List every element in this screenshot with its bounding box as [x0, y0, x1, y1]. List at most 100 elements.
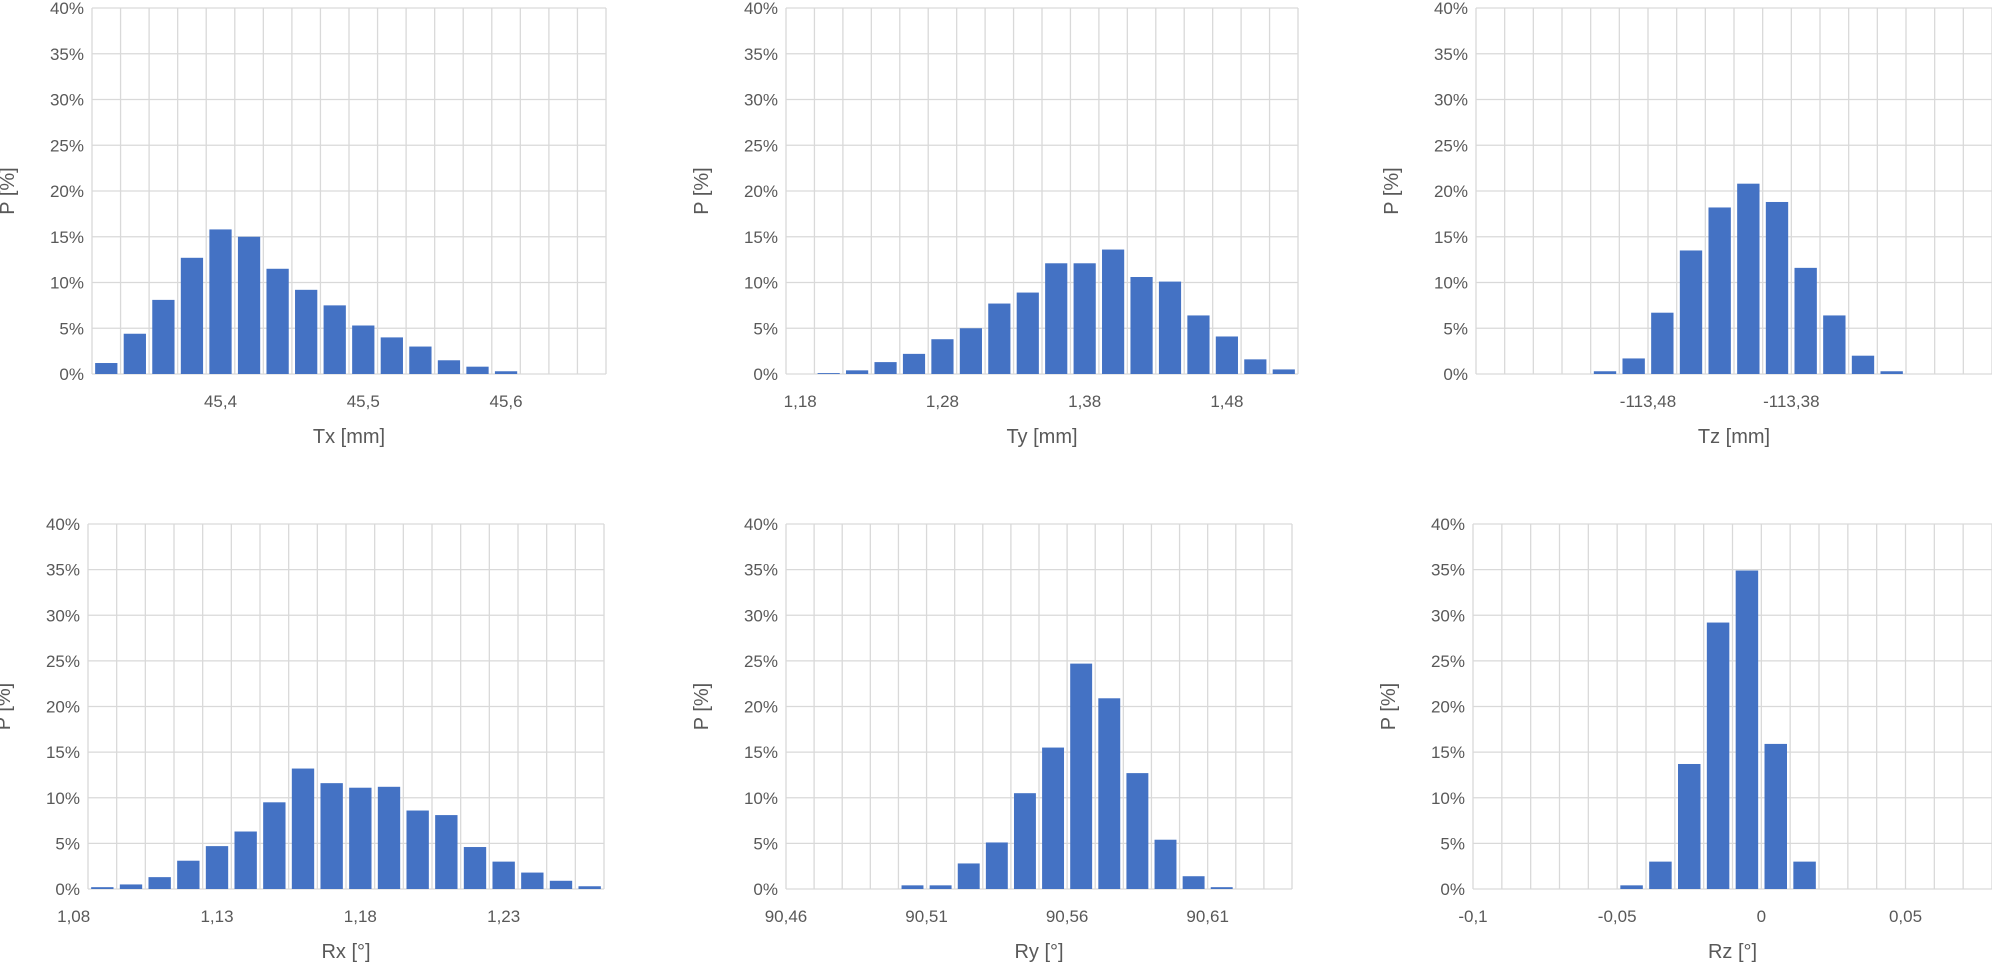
- y-tick-label: 35%: [50, 45, 84, 64]
- y-tick-label: 5%: [1443, 319, 1468, 338]
- bar: [119, 884, 143, 889]
- x-axis-title: Rx [°]: [321, 941, 370, 963]
- x-tick-label: 90,56: [1046, 907, 1089, 926]
- y-tick-label: 40%: [1431, 515, 1465, 534]
- y-tick-label: 20%: [50, 182, 84, 201]
- x-tick-label: 1,23: [487, 907, 520, 926]
- bar: [406, 810, 429, 889]
- chart-panel: 0% 5% 10% 15% 20% 25% 30% 35% 40% -0,1 -0,05 0 0,05 R…: [1378, 515, 1992, 963]
- y-tick-label: 30%: [1431, 606, 1465, 625]
- bar: [1793, 861, 1816, 889]
- y-tick-label: 40%: [744, 515, 778, 534]
- y-tick-label: 40%: [1434, 0, 1468, 18]
- chart-panel: 0% 5% 10% 15% 20% 25% 30% 35% 40% 90,46 90,51 90,56…: [691, 515, 1293, 963]
- y-tick-label: 20%: [46, 698, 80, 717]
- y-tick-label: 0%: [59, 365, 84, 384]
- x-tick-label: 1,18: [784, 392, 817, 411]
- y-tick-label: 15%: [744, 228, 778, 247]
- y-tick-label: 25%: [744, 136, 778, 155]
- bar: [817, 373, 840, 374]
- x-tick-label: 1,48: [1210, 392, 1243, 411]
- bar: [380, 337, 403, 374]
- y-tick-label: 25%: [46, 652, 80, 671]
- y-tick-label: 10%: [1434, 274, 1468, 293]
- bar: [1016, 292, 1039, 374]
- y-tick-label: 15%: [744, 743, 778, 762]
- bar: [1215, 336, 1238, 374]
- y-tick-label: 25%: [744, 652, 778, 671]
- bar: [180, 257, 204, 374]
- bar: [349, 787, 372, 889]
- bar: [437, 360, 461, 374]
- bar: [1042, 747, 1065, 889]
- bar: [959, 328, 982, 374]
- y-tick-label: 0%: [753, 880, 778, 899]
- y-axis-title: P [%]: [0, 167, 19, 214]
- bar: [492, 861, 515, 889]
- y-tick-label: 20%: [1431, 698, 1465, 717]
- y-tick-label: 0%: [55, 880, 80, 899]
- x-tick-label: -0,05: [1598, 907, 1637, 926]
- bar: [435, 815, 458, 889]
- y-tick-label: 30%: [1434, 91, 1468, 110]
- bar: [1187, 315, 1210, 374]
- bar: [205, 846, 229, 889]
- x-tick-label: 0: [1757, 907, 1766, 926]
- y-tick-label: 10%: [1431, 789, 1465, 808]
- bar: [266, 268, 289, 374]
- x-tick-label: -0,1: [1458, 907, 1487, 926]
- bar: [1649, 861, 1672, 889]
- y-tick-label: 35%: [46, 561, 80, 580]
- bar: [409, 346, 432, 374]
- bar: [237, 236, 261, 374]
- bar: [521, 872, 544, 889]
- y-tick-label: 40%: [46, 515, 80, 534]
- bar: [1210, 887, 1233, 889]
- bar: [209, 229, 232, 374]
- bar: [152, 299, 175, 374]
- bar: [1013, 793, 1036, 889]
- y-tick-label: 35%: [1431, 561, 1465, 580]
- bar: [846, 370, 869, 374]
- bar: [1244, 359, 1267, 374]
- bar: [1045, 263, 1068, 374]
- y-tick-label: 20%: [1434, 182, 1468, 201]
- bar: [1794, 267, 1817, 374]
- y-tick-label: 35%: [744, 561, 778, 580]
- bar: [1182, 876, 1205, 889]
- x-axis-title: Tz [mm]: [1698, 426, 1770, 448]
- y-tick-label: 30%: [744, 606, 778, 625]
- chart-panel: 0% 5% 10% 15% 20% 25% 30% 35% 40% 1,08 1,13 1,18 1,2…: [0, 515, 605, 963]
- x-tick-label: 0,05: [1889, 907, 1922, 926]
- bar: [1708, 207, 1731, 374]
- x-tick-label: 1,18: [344, 907, 377, 926]
- bar: [901, 885, 924, 889]
- bar: [95, 363, 118, 374]
- y-tick-label: 30%: [46, 606, 80, 625]
- y-tick-label: 30%: [744, 91, 778, 110]
- x-tick-label: -113,38: [1763, 392, 1819, 411]
- y-tick-label: 5%: [59, 319, 84, 338]
- chart-panel: 0% 5% 10% 15% 20% 25% 30% 35% 40% -113,48 -113,38 T…: [1381, 0, 1992, 448]
- y-tick-label: 15%: [1434, 228, 1468, 247]
- bar: [988, 303, 1011, 374]
- y-tick-label: 0%: [1443, 365, 1468, 384]
- x-axis-title: Ry [°]: [1014, 941, 1063, 963]
- bar: [1765, 201, 1789, 374]
- bar: [1880, 371, 1903, 374]
- y-tick-label: 20%: [744, 698, 778, 717]
- bar: [263, 802, 286, 889]
- bar: [1126, 773, 1149, 889]
- bar: [1679, 250, 1703, 374]
- chart-panel: 0% 5% 10% 15% 20% 25% 30% 35% 40% 45,4 45,5 45,6 Tx …: [0, 0, 607, 448]
- y-tick-label: 40%: [50, 0, 84, 18]
- bar: [1154, 839, 1177, 889]
- x-tick-label: 90,46: [765, 907, 808, 926]
- bar: [1070, 663, 1093, 889]
- bar: [1593, 371, 1617, 374]
- bar: [874, 362, 897, 374]
- y-tick-label: 25%: [50, 136, 84, 155]
- bar: [91, 887, 114, 889]
- y-tick-label: 10%: [744, 789, 778, 808]
